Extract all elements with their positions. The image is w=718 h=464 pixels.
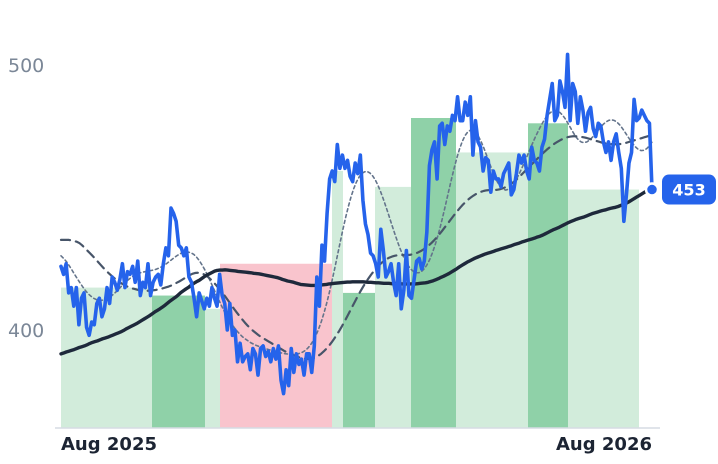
- last-value-label: 453: [672, 181, 705, 200]
- series-line-ma-mid: [59, 134, 654, 360]
- tick-labels: 400 500 Aug 2025 Aug 2026: [8, 55, 652, 455]
- band-up_light-2: [205, 308, 220, 428]
- y-tick-label: 500: [8, 55, 44, 77]
- last-value-badge: 453: [644, 174, 716, 205]
- band-up_light-8: [456, 152, 528, 428]
- band-up_light-4: [332, 171, 343, 428]
- series-layer: [59, 52, 654, 396]
- band-up_light-10: [568, 189, 639, 428]
- band-up_light-6: [375, 186, 411, 428]
- x-tick-label: Aug 2026: [556, 434, 652, 455]
- last-value-badge-bg: [662, 174, 716, 205]
- series-line-ma-long: [59, 186, 654, 356]
- last-point-marker: [644, 182, 660, 197]
- series-line-price: [59, 52, 654, 396]
- band-up_light-0: [61, 287, 152, 428]
- y-tick-label: 400: [8, 320, 44, 342]
- band-up_dark-9: [528, 123, 568, 429]
- x-tick-label: Aug 2025: [61, 434, 157, 455]
